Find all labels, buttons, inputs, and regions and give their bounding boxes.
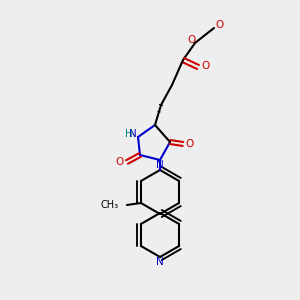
Text: O: O [187, 35, 195, 45]
Text: O: O [186, 139, 194, 149]
Text: CH₃: CH₃ [101, 200, 119, 210]
Text: N: N [156, 257, 164, 267]
Text: O: O [215, 20, 223, 30]
Text: N: N [156, 160, 164, 170]
Text: H: H [125, 129, 133, 139]
Text: O: O [201, 61, 209, 71]
Text: N: N [129, 129, 137, 139]
Text: O: O [116, 157, 124, 167]
